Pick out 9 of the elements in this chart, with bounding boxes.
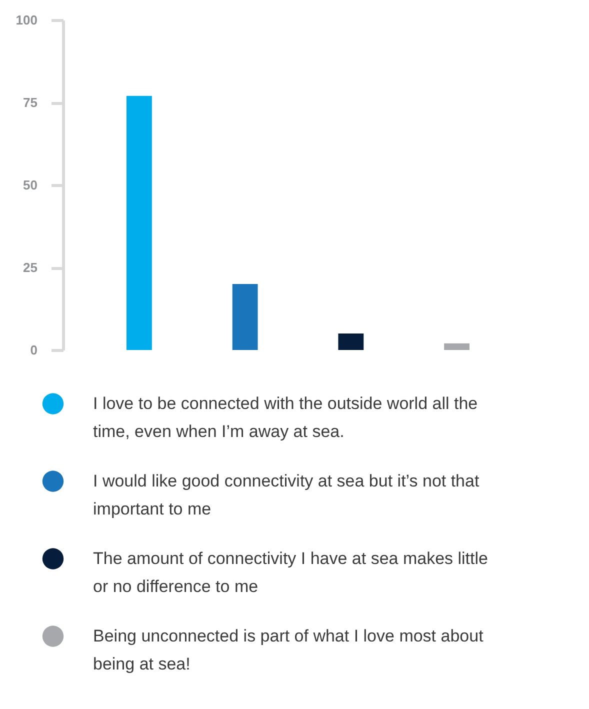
legend-label: The amount of connectivity I have at sea makes little or no difference to me	[93, 548, 488, 596]
y-tick-label: 50	[23, 178, 38, 192]
legend-label: Being unconnected is part of what I love most about being at sea!	[93, 626, 484, 674]
legend-label: I love to be connected with the outside world all the time, even when I’m away at sea.	[93, 394, 478, 441]
y-tick-label: 100	[16, 12, 38, 28]
y-tick-label: 25	[23, 260, 38, 275]
y-tick-label: 0	[30, 342, 38, 358]
legend-label: I would like good connectivity at sea but it’s not that important to me	[93, 471, 480, 518]
y-tick-label: 75	[23, 95, 38, 110]
